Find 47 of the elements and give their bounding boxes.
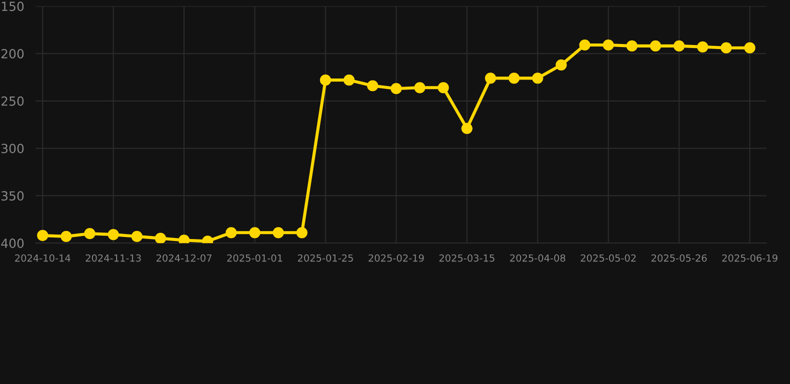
point bbox=[178, 234, 190, 244]
x-tick-label: 2025-05-02 bbox=[580, 254, 636, 262]
point bbox=[697, 41, 708, 52]
point bbox=[131, 230, 142, 242]
point bbox=[602, 39, 614, 51]
point bbox=[37, 230, 48, 242]
point bbox=[367, 80, 378, 92]
point bbox=[296, 227, 308, 238]
x-tick-label: 2025-03-15 bbox=[439, 254, 494, 262]
x-tick-label: 2024-10-14 bbox=[15, 254, 70, 262]
point bbox=[461, 122, 472, 134]
x-tick-label: 2025-01-25 bbox=[298, 254, 353, 262]
x-tick-label: 2025-02-19 bbox=[368, 254, 424, 262]
point bbox=[249, 227, 260, 238]
y-tick-label: 400 bbox=[1, 238, 24, 248]
point bbox=[154, 232, 166, 244]
point bbox=[579, 39, 590, 51]
point bbox=[344, 74, 355, 86]
point bbox=[272, 227, 284, 238]
point bbox=[320, 74, 332, 86]
point bbox=[508, 72, 520, 84]
point bbox=[484, 72, 496, 84]
point bbox=[226, 227, 237, 238]
point bbox=[650, 40, 662, 52]
x-tick-label: 2025-01-01 bbox=[227, 254, 282, 262]
y-tick-label: 150 bbox=[2, 2, 24, 12]
point bbox=[626, 40, 638, 52]
point bbox=[720, 42, 732, 54]
x-tick-label: 2025-05-26 bbox=[652, 254, 707, 262]
point bbox=[532, 72, 544, 84]
y-tick-label: 250 bbox=[1, 96, 24, 106]
point bbox=[414, 82, 426, 94]
point bbox=[556, 59, 567, 70]
y-tick-label: 300 bbox=[2, 144, 24, 154]
x-tick-label: 2025-04-08 bbox=[510, 254, 566, 262]
point bbox=[438, 82, 449, 94]
point bbox=[744, 42, 756, 54]
point bbox=[60, 230, 72, 242]
point bbox=[674, 40, 685, 52]
point bbox=[390, 83, 402, 94]
point bbox=[84, 228, 96, 240]
x-tick-label: 2024-11-13 bbox=[86, 254, 141, 262]
y-tick-label: 350 bbox=[2, 191, 24, 201]
x-tick-label: 2024-12-07 bbox=[156, 254, 212, 262]
y-tick-label: 200 bbox=[1, 49, 24, 58]
point bbox=[108, 228, 119, 240]
x-tick-label: 2025-06-19 bbox=[722, 254, 778, 262]
